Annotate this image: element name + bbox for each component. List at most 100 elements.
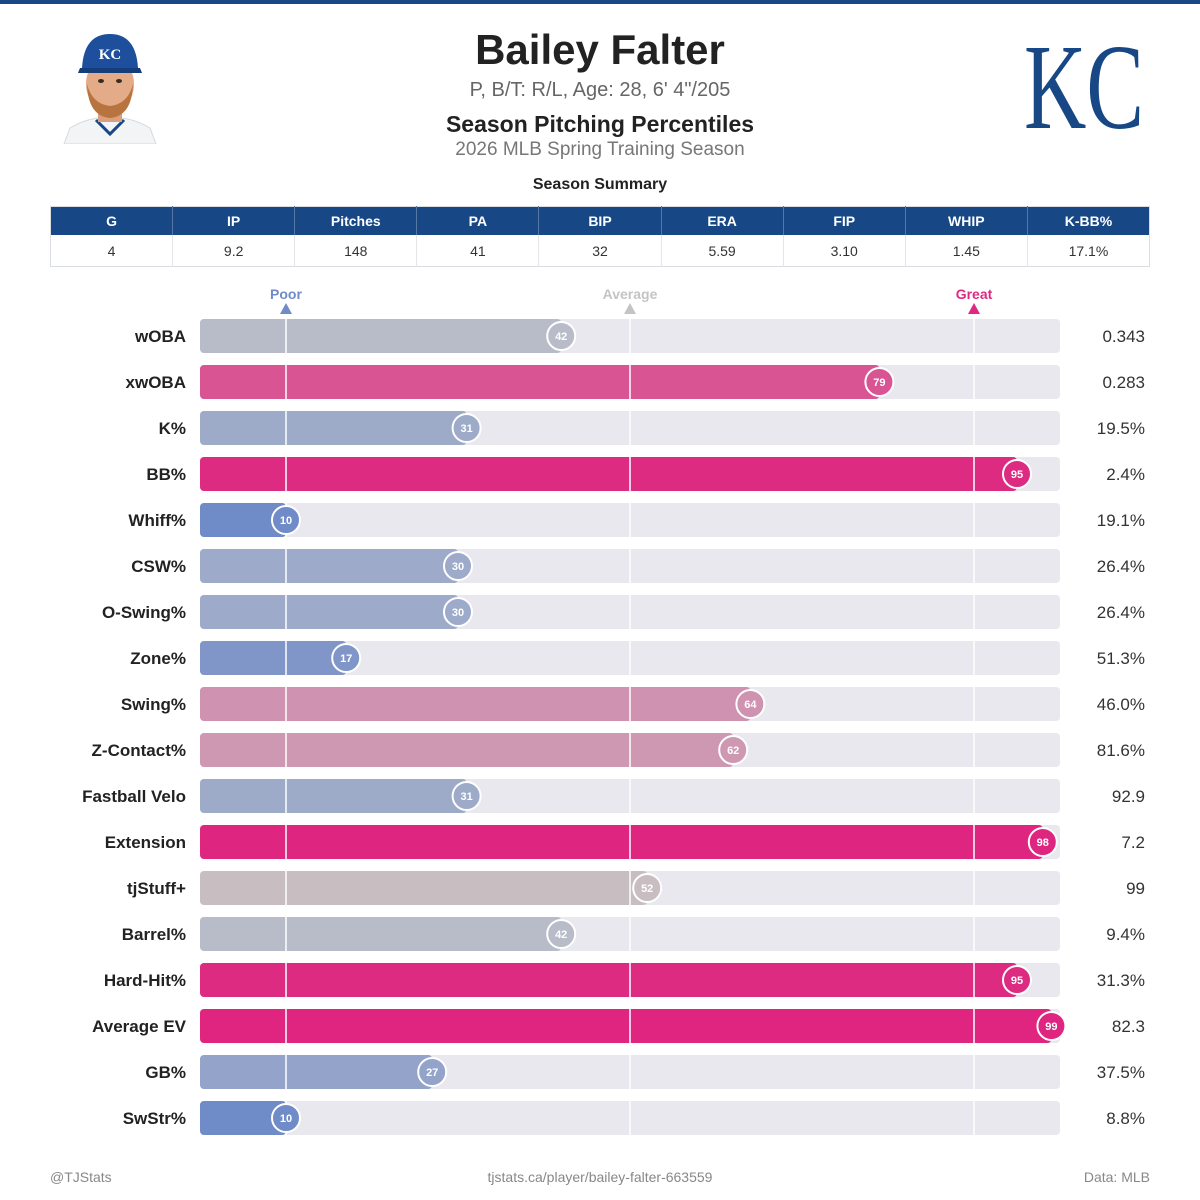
percentile-value-swstr: 10 [280, 1113, 292, 1125]
metric-label-csw: CSW% [131, 557, 186, 576]
metric-label-swstr: SwStr% [123, 1109, 186, 1128]
percentile-bar-o-swing [200, 595, 458, 629]
percentile-badge-extension [1027, 827, 1058, 857]
summary-col-pitches: Pitches [294, 206, 418, 235]
marker-arrow-great [968, 303, 980, 314]
summary-col-fip: FIP [783, 206, 906, 235]
percentile-bar-swing [200, 687, 751, 721]
percentile-badge-barrel [546, 919, 577, 949]
percentile-value-fastball-velo: 31 [460, 791, 472, 803]
percentile-value-hard-hit: 95 [1011, 975, 1023, 987]
player-name: Bailey Falter [475, 26, 725, 73]
cap-logo: KC [99, 47, 122, 63]
team-logo: KC [1024, 20, 1154, 155]
summary-value-pa: 41 [416, 235, 540, 267]
stat-value-swing: 46.0% [1097, 695, 1145, 714]
metric-label-k: K% [159, 419, 186, 438]
summary-value-era: 5.59 [661, 235, 784, 267]
stat-value-average-ev: 82.3 [1112, 1017, 1145, 1036]
summary-value-kbb: 17.1% [1027, 235, 1150, 267]
percentile-badge-woba [546, 321, 577, 351]
percentile-bar-woba [200, 319, 562, 353]
footer-handle: @TJStats [50, 1169, 112, 1185]
metric-label-average-ev: Average EV [92, 1017, 187, 1036]
metric-label-bb: BB% [146, 465, 186, 484]
stat-value-bb: 2.4% [1106, 465, 1145, 484]
percentile-badge-o-swing [443, 597, 473, 627]
percentile-badge-zone [331, 643, 362, 673]
percentile-value-o-swing: 30 [452, 607, 464, 619]
summary-col-bip: BIP [538, 206, 662, 235]
stat-value-k: 19.5% [1097, 419, 1145, 438]
percentile-value-tjstuff: 52 [641, 883, 653, 895]
percentile-value-swing: 64 [744, 699, 757, 711]
percentile-bar-zone [200, 641, 347, 675]
percentile-bar-fastball-velo [200, 779, 467, 813]
team-logo-text: KC [1024, 22, 1144, 146]
summary-value-ip: 9.2 [172, 235, 296, 267]
percentile-bar-barrel [200, 917, 562, 951]
stat-value-whiff: 19.1% [1097, 511, 1145, 530]
summary-value-pitches: 148 [294, 235, 418, 267]
metric-label-barrel: Barrel% [122, 925, 186, 944]
stat-value-zone: 51.3% [1097, 649, 1145, 668]
metric-label-zone: Zone% [130, 649, 186, 668]
percentile-bar-extension [200, 825, 1043, 859]
metric-label-z-contact: Z-Contact% [92, 741, 186, 760]
stat-value-swstr: 8.8% [1106, 1109, 1145, 1128]
percentile-bar-whiff [200, 503, 286, 537]
percentile-bar-average-ev [200, 1009, 1052, 1043]
summary-col-g: G [50, 206, 174, 235]
percentile-value-k: 31 [460, 423, 472, 435]
stat-value-o-swing: 26.4% [1097, 603, 1145, 622]
stat-value-gb: 37.5% [1097, 1063, 1145, 1082]
summary-col-kbb: K-BB% [1027, 206, 1150, 235]
percentile-badge-xwoba [864, 367, 895, 397]
stat-value-barrel: 9.4% [1106, 925, 1145, 944]
summary-col-pa: PA [416, 206, 540, 235]
metric-label-woba: wOBA [134, 327, 186, 346]
percentile-value-z-contact: 62 [727, 745, 739, 757]
stat-value-extension: 7.2 [1121, 833, 1145, 852]
season-label: 2026 MLB Spring Training Season [455, 139, 745, 160]
metric-label-tjstuff: tjStuff+ [127, 879, 186, 898]
metric-label-xwoba: xwOBA [126, 373, 186, 392]
summary-col-era: ERA [661, 206, 784, 235]
percentile-bar-bb [200, 457, 1017, 491]
percentile-value-csw: 30 [452, 561, 464, 573]
stat-value-xwoba: 0.283 [1102, 373, 1145, 392]
summary-value-whip: 1.45 [905, 235, 1028, 267]
stat-value-fastball-velo: 92.9 [1112, 787, 1145, 806]
percentile-chart: Poor Average Great wOBA 42 0.343 xwOBA 79 0.283 K… [82, 286, 1145, 1135]
percentile-badge-average-ev [1036, 1011, 1067, 1041]
percentile-value-barrel: 42 [555, 929, 567, 941]
percentile-badge-swstr [271, 1103, 301, 1133]
top-accent-bar [0, 0, 1200, 4]
summary-value-fip: 3.10 [783, 235, 906, 267]
metric-label-extension: Extension [105, 833, 186, 852]
percentile-badge-bb [1002, 459, 1032, 489]
percentile-badge-csw [443, 551, 473, 581]
percentile-badge-hard-hit [1002, 965, 1032, 995]
percentile-badge-gb [417, 1057, 448, 1087]
percentile-badge-k [451, 413, 482, 443]
season-summary-table: G IP Pitches PA BIP ERA FIP WHIP K-BB% 4… [50, 206, 1150, 267]
summary-header-row: G IP Pitches PA BIP ERA FIP WHIP K-BB% [50, 206, 1150, 235]
marker-label-great: Great [956, 286, 993, 302]
percentile-value-average-ev: 99 [1045, 1021, 1057, 1033]
percentile-bar-csw [200, 549, 458, 583]
percentile-badge-swing [735, 689, 766, 719]
percentile-bar-hard-hit [200, 963, 1017, 997]
player-bio: P, B/T: R/L, Age: 28, 6' 4"/205 [469, 79, 731, 101]
marker-label-poor: Poor [270, 286, 302, 302]
percentile-badge-z-contact [718, 735, 749, 765]
summary-value-bip: 32 [538, 235, 662, 267]
summary-value-row: 4 9.2 148 41 32 5.59 3.10 1.45 17.1% [50, 235, 1150, 267]
footer-source: Data: MLB [1083, 1169, 1150, 1185]
percentile-bar-swstr [200, 1101, 286, 1135]
percentile-bar-gb [200, 1055, 433, 1089]
report-title: Season Pitching Percentiles [445, 111, 755, 137]
percentile-badge-tjstuff [632, 873, 663, 903]
metric-label-fastball-velo: Fastball Velo [82, 787, 186, 806]
percentile-value-bb: 95 [1011, 469, 1023, 481]
